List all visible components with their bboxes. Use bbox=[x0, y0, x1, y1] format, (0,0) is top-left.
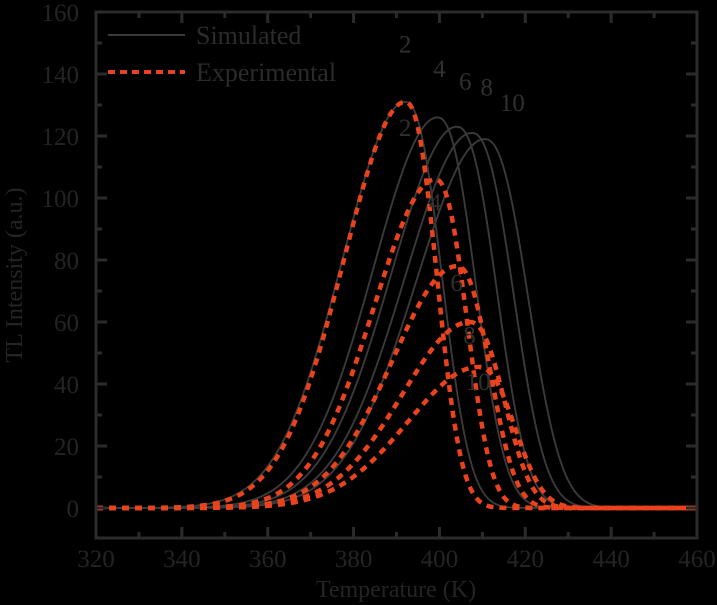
x-tick-label-460: 460 bbox=[678, 546, 716, 573]
x-axis-title: Temperature (K) bbox=[316, 577, 476, 603]
tick-labels-group: 320 340 360 380 400 420 440 460 0 20 40 60 80 100 120 1… bbox=[42, 0, 716, 573]
experimental-curve-label-6: 6 bbox=[450, 270, 463, 297]
x-tick-label-360: 360 bbox=[249, 546, 287, 573]
experimental-curve-8 bbox=[95, 319, 698, 511]
simulated-curve-label-8: 8 bbox=[480, 75, 493, 102]
x-tick-label-340: 340 bbox=[163, 546, 201, 573]
x-tick-label-440: 440 bbox=[592, 546, 630, 573]
simulated-curve-label-10: 10 bbox=[500, 90, 525, 117]
experimental-curves-group bbox=[95, 99, 698, 511]
experimental-curve-label-8: 8 bbox=[463, 323, 476, 350]
y-tick-label-140: 140 bbox=[42, 62, 80, 89]
experimental-curve-label-4: 4 bbox=[429, 189, 442, 216]
legend: Simulated Experimental bbox=[108, 21, 336, 87]
simulated-curve-label-4: 4 bbox=[433, 56, 446, 83]
legend-experimental-label: Experimental bbox=[196, 58, 336, 87]
legend-simulated-label: Simulated bbox=[196, 21, 301, 50]
y-tick-label-120: 120 bbox=[42, 124, 80, 151]
x-tick-label-320: 320 bbox=[77, 546, 115, 573]
y-axis-title: TL Intensity (a.u.) bbox=[2, 187, 28, 362]
experimental-curve-6 bbox=[95, 263, 698, 511]
y-tick-label-80: 80 bbox=[54, 248, 79, 275]
simulated-curve-label-2: 2 bbox=[399, 31, 412, 58]
y-tick-label-40: 40 bbox=[54, 372, 79, 399]
experimental-curve-label-2: 2 bbox=[399, 115, 412, 142]
y-tick-label-20: 20 bbox=[54, 434, 79, 461]
y-tick-label-0: 0 bbox=[67, 496, 80, 523]
y-tick-label-100: 100 bbox=[42, 186, 80, 213]
simulated-curve-label-6: 6 bbox=[459, 69, 472, 96]
y-tick-label-160: 160 bbox=[42, 0, 80, 27]
y-tick-label-60: 60 bbox=[54, 310, 79, 337]
x-tick-label-400: 400 bbox=[421, 546, 459, 573]
x-tick-label-380: 380 bbox=[335, 546, 373, 573]
x-tick-label-420: 420 bbox=[507, 546, 545, 573]
experimental-curve-label-10: 10 bbox=[466, 369, 491, 396]
axis-ticks-group bbox=[94, 10, 699, 538]
